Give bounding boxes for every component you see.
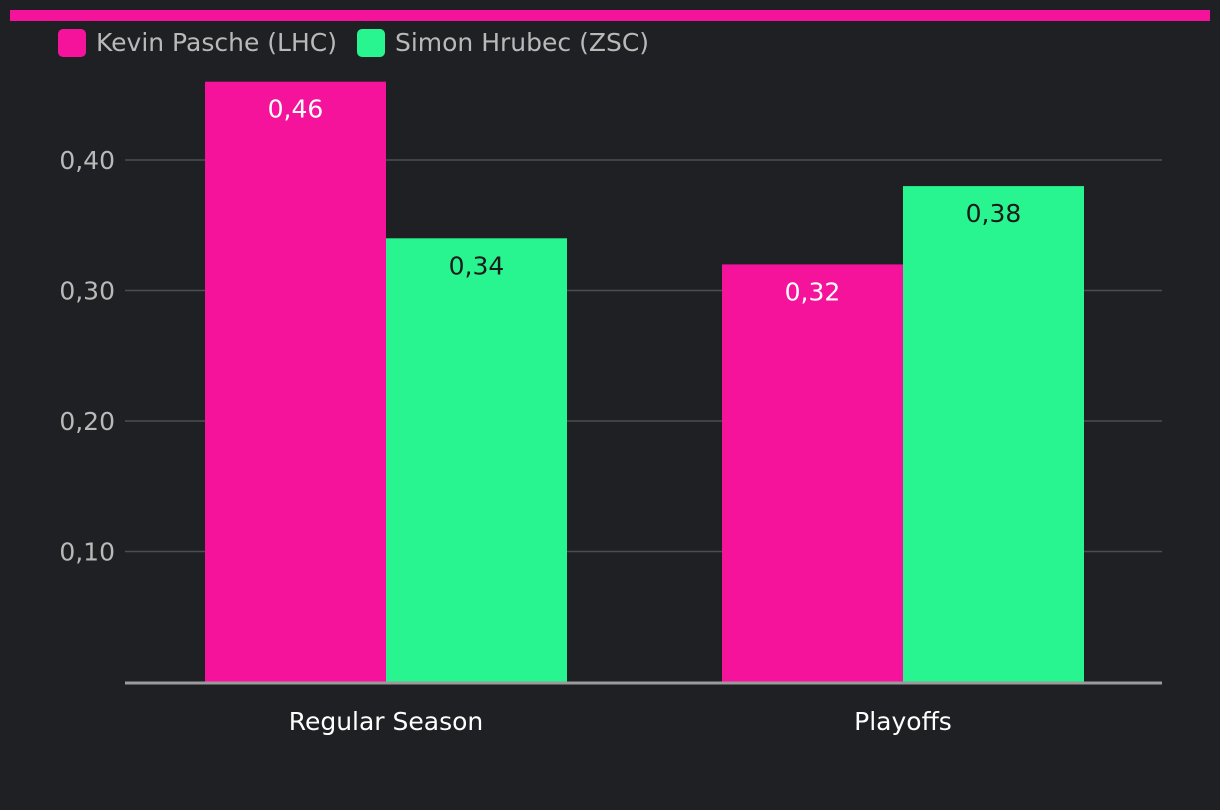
y-tick-label: 0,20 (59, 407, 115, 436)
bar (205, 81, 386, 682)
bar (722, 264, 903, 682)
y-tick-label: 0,10 (59, 538, 115, 567)
x-category-label: Playoffs (854, 707, 952, 736)
bar-value-label: 0,46 (268, 95, 324, 124)
y-tick-label: 0,30 (59, 277, 115, 306)
bar-value-label: 0,38 (966, 199, 1022, 228)
bar-value-label: 0,32 (785, 277, 841, 306)
y-tick-label: 0,40 (59, 146, 115, 175)
legend-label-kevin-pasche: Kevin Pasche (LHC) (96, 28, 337, 57)
legend-swatch-simon-hrubec (356, 28, 385, 57)
bar-value-label: 0,34 (449, 251, 505, 280)
x-category-label: Regular Season (289, 707, 484, 736)
legend-item-simon-hrubec[interactable]: Simon Hrubec (ZSC) (356, 28, 650, 57)
bar (903, 186, 1084, 682)
legend-item-kevin-pasche[interactable]: Kevin Pasche (LHC) (58, 28, 337, 57)
accent-bar (10, 10, 1210, 21)
legend-label-simon-hrubec: Simon Hrubec (ZSC) (394, 28, 650, 57)
chart-legend: Kevin Pasche (LHC) Simon Hrubec (ZSC) (58, 28, 669, 57)
legend-swatch-kevin-pasche (58, 28, 86, 57)
bar (386, 238, 567, 683)
